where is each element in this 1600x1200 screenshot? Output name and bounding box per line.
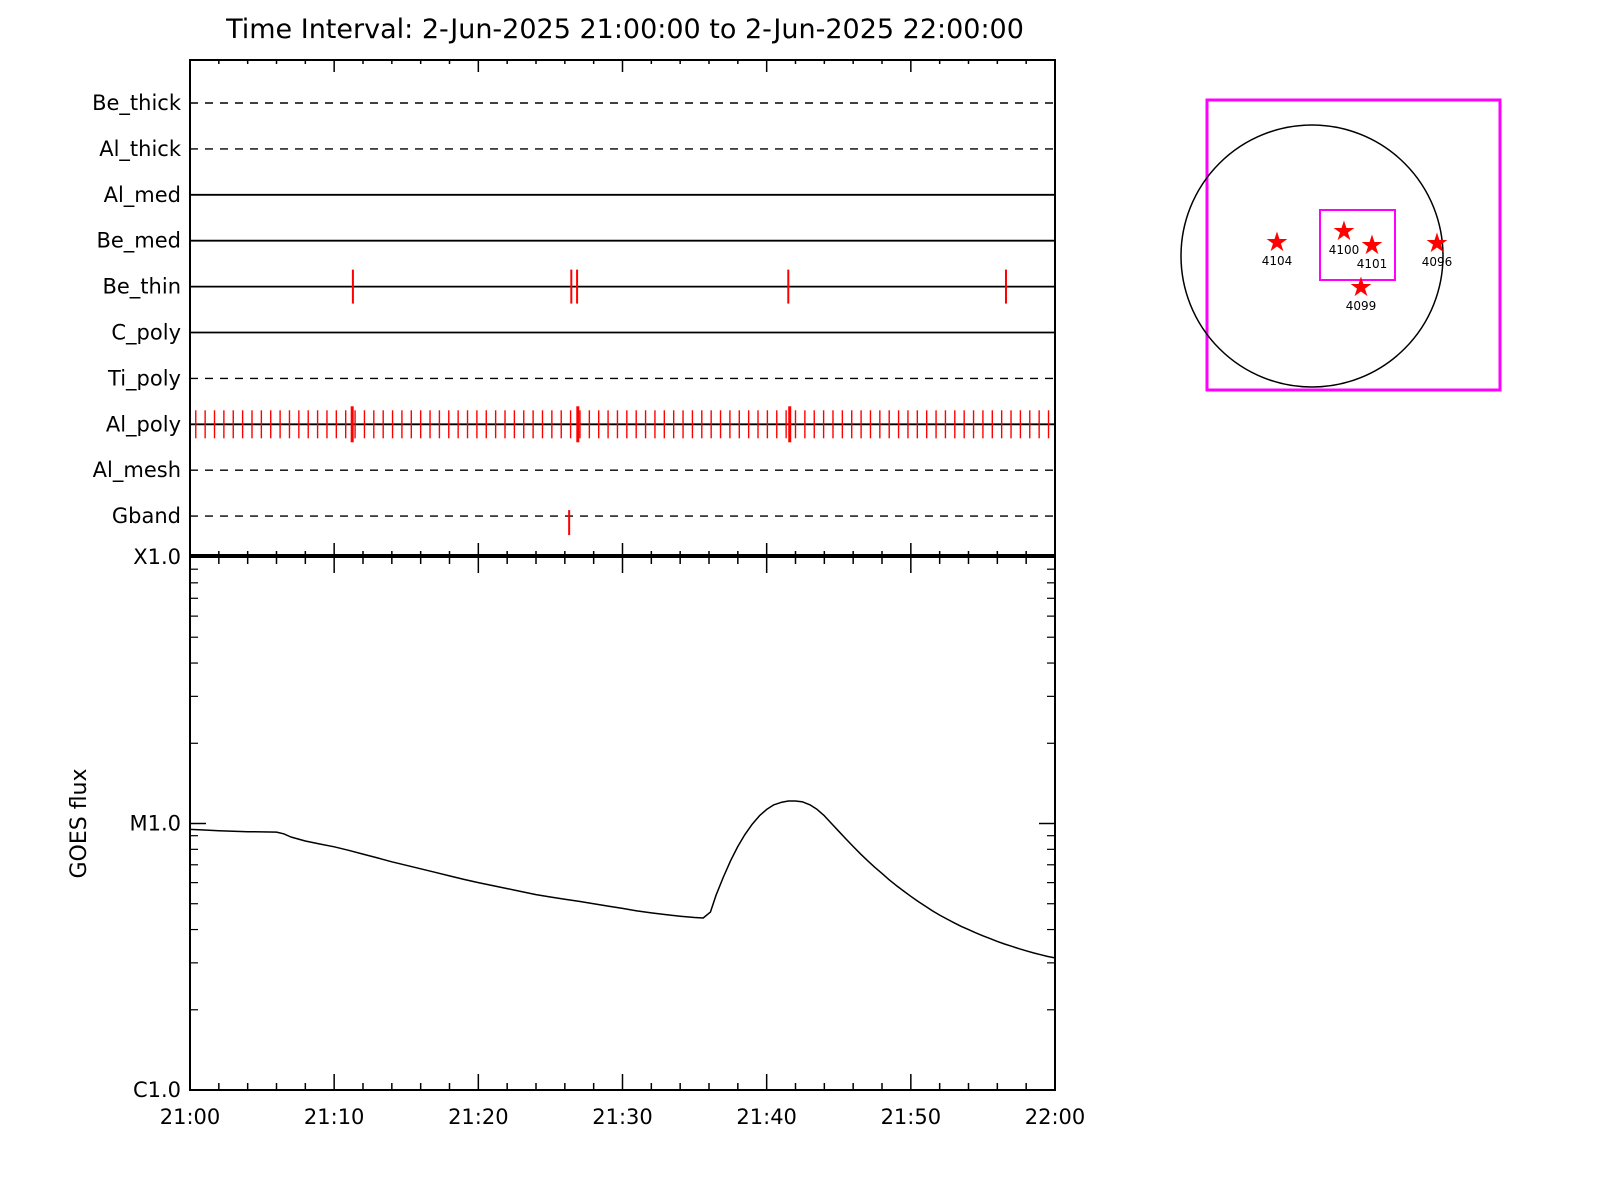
goes-xtick-label-21:30: 21:30: [592, 1105, 653, 1129]
goes-xtick-label-22:00: 22:00: [1025, 1105, 1086, 1129]
active-region-label-4100: 4100: [1329, 243, 1360, 257]
goes-ylabel: GOES flux: [67, 768, 92, 878]
active-region-star-4104: ★: [1265, 227, 1289, 258]
active-region-star-4099: ★: [1349, 272, 1373, 303]
goes-ytick-label-X1.0: X1.0: [133, 545, 181, 569]
filter-row-label-Al_poly: Al_poly: [106, 412, 181, 437]
filter-row-label-Be_thick: Be_thick: [92, 91, 182, 116]
filter-row-label-Al_mesh: Al_mesh: [93, 458, 181, 483]
goes-xtick-label-21:40: 21:40: [736, 1105, 797, 1129]
figure-title: Time Interval: 2-Jun-2025 21:00:00 to 2-…: [225, 14, 1024, 45]
active-region-label-4101: 4101: [1357, 257, 1388, 271]
filter-row-label-Al_thick: Al_thick: [99, 137, 182, 162]
active-region-label-4099: 4099: [1346, 299, 1377, 313]
goes-xtick-label-21:00: 21:00: [160, 1105, 221, 1129]
filter-panel-border: [189, 59, 1056, 556]
solar-limb-circle: [1180, 124, 1444, 388]
active-region-star-4096: ★: [1425, 228, 1449, 259]
pointing-outer-fov-box: [1205, 98, 1502, 392]
active-region-star-4100: ★: [1332, 216, 1356, 247]
filter-row-label-Be_thin: Be_thin: [102, 275, 181, 300]
pointing-inner-fov-box: [1319, 209, 1396, 281]
goes-ytick-label-C1.0: C1.0: [133, 1078, 181, 1102]
active-region-label-4096: 4096: [1422, 255, 1453, 269]
goes-ytick-label-M1.0: M1.0: [129, 812, 181, 836]
filter-row-label-Be_med: Be_med: [96, 229, 181, 254]
filter-row-label-Ti_poly: Ti_poly: [107, 366, 181, 391]
filter-row-label-C_poly: C_poly: [111, 321, 181, 346]
goes-xtick-label-21:50: 21:50: [881, 1105, 942, 1129]
active-region-star-4101: ★: [1360, 230, 1384, 261]
filter-row-label-Gband: Gband: [112, 504, 181, 528]
active-region-label-4104: 4104: [1262, 254, 1293, 268]
goes-xtick-label-21:10: 21:10: [304, 1105, 365, 1129]
goes-flux-curve: [189, 800, 1056, 959]
goes-panel-border: [189, 556, 1056, 1091]
goes-xtick-label-21:20: 21:20: [448, 1105, 509, 1129]
filter-row-label-Al_med: Al_med: [104, 183, 181, 208]
